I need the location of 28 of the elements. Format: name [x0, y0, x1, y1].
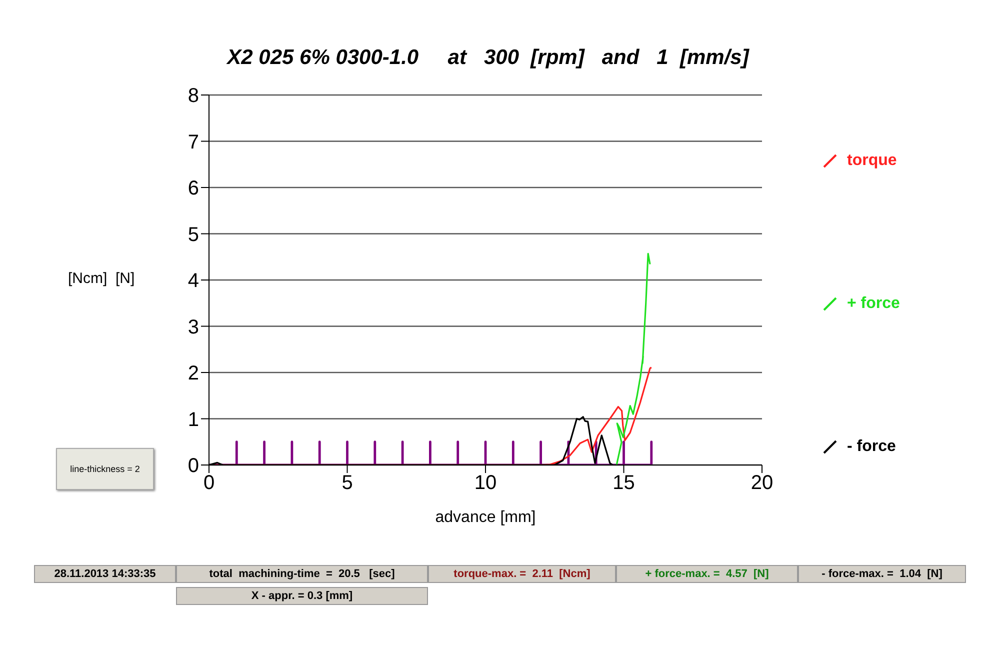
y-tick-label: 0: [188, 455, 199, 478]
text: - force-max. = 1.04 [N]: [822, 568, 942, 580]
y-axis-title: [Ncm] [N]: [68, 270, 135, 287]
y-tick-label: 2: [188, 362, 199, 385]
x-axis-title: advance [mm]: [435, 509, 536, 526]
text: 28.11.2013 14:33:35: [54, 568, 156, 580]
y-tick-label: 4: [188, 270, 199, 292]
x-tick-label: 5: [342, 472, 353, 494]
text: total machining-time = 20.5 [sec]: [209, 568, 395, 580]
legend-label: torque: [847, 152, 897, 170]
text: torque-max. = 2.11 [Ncm]: [454, 568, 590, 580]
x-tick-label: 15: [612, 472, 635, 494]
x-tick-label: 0: [203, 472, 215, 494]
x-tick-label: 20: [750, 472, 774, 494]
line-series: [616, 252, 651, 465]
y-tick-label: 5: [188, 224, 199, 246]
y-tick-label: 7: [188, 131, 199, 154]
text: X - appr. = 0.3 [mm]: [251, 590, 353, 602]
legend-label: - force: [847, 438, 896, 456]
y-tick-label: 8: [188, 85, 199, 108]
y-tick-label: 6: [188, 178, 199, 200]
x-tick-label: 10: [474, 472, 497, 494]
y-tick-label: 3: [188, 316, 199, 338]
legend-label: + force: [847, 295, 900, 313]
y-tick-label: 1: [188, 408, 199, 431]
text: line-thickness = 2: [56, 448, 154, 490]
text: + force-max. = 4.57 [N]: [645, 568, 769, 580]
chart-title: X2 025 6% 0300-1.0 at 300 [rpm] and 1 [mm/s]: [225, 46, 750, 70]
